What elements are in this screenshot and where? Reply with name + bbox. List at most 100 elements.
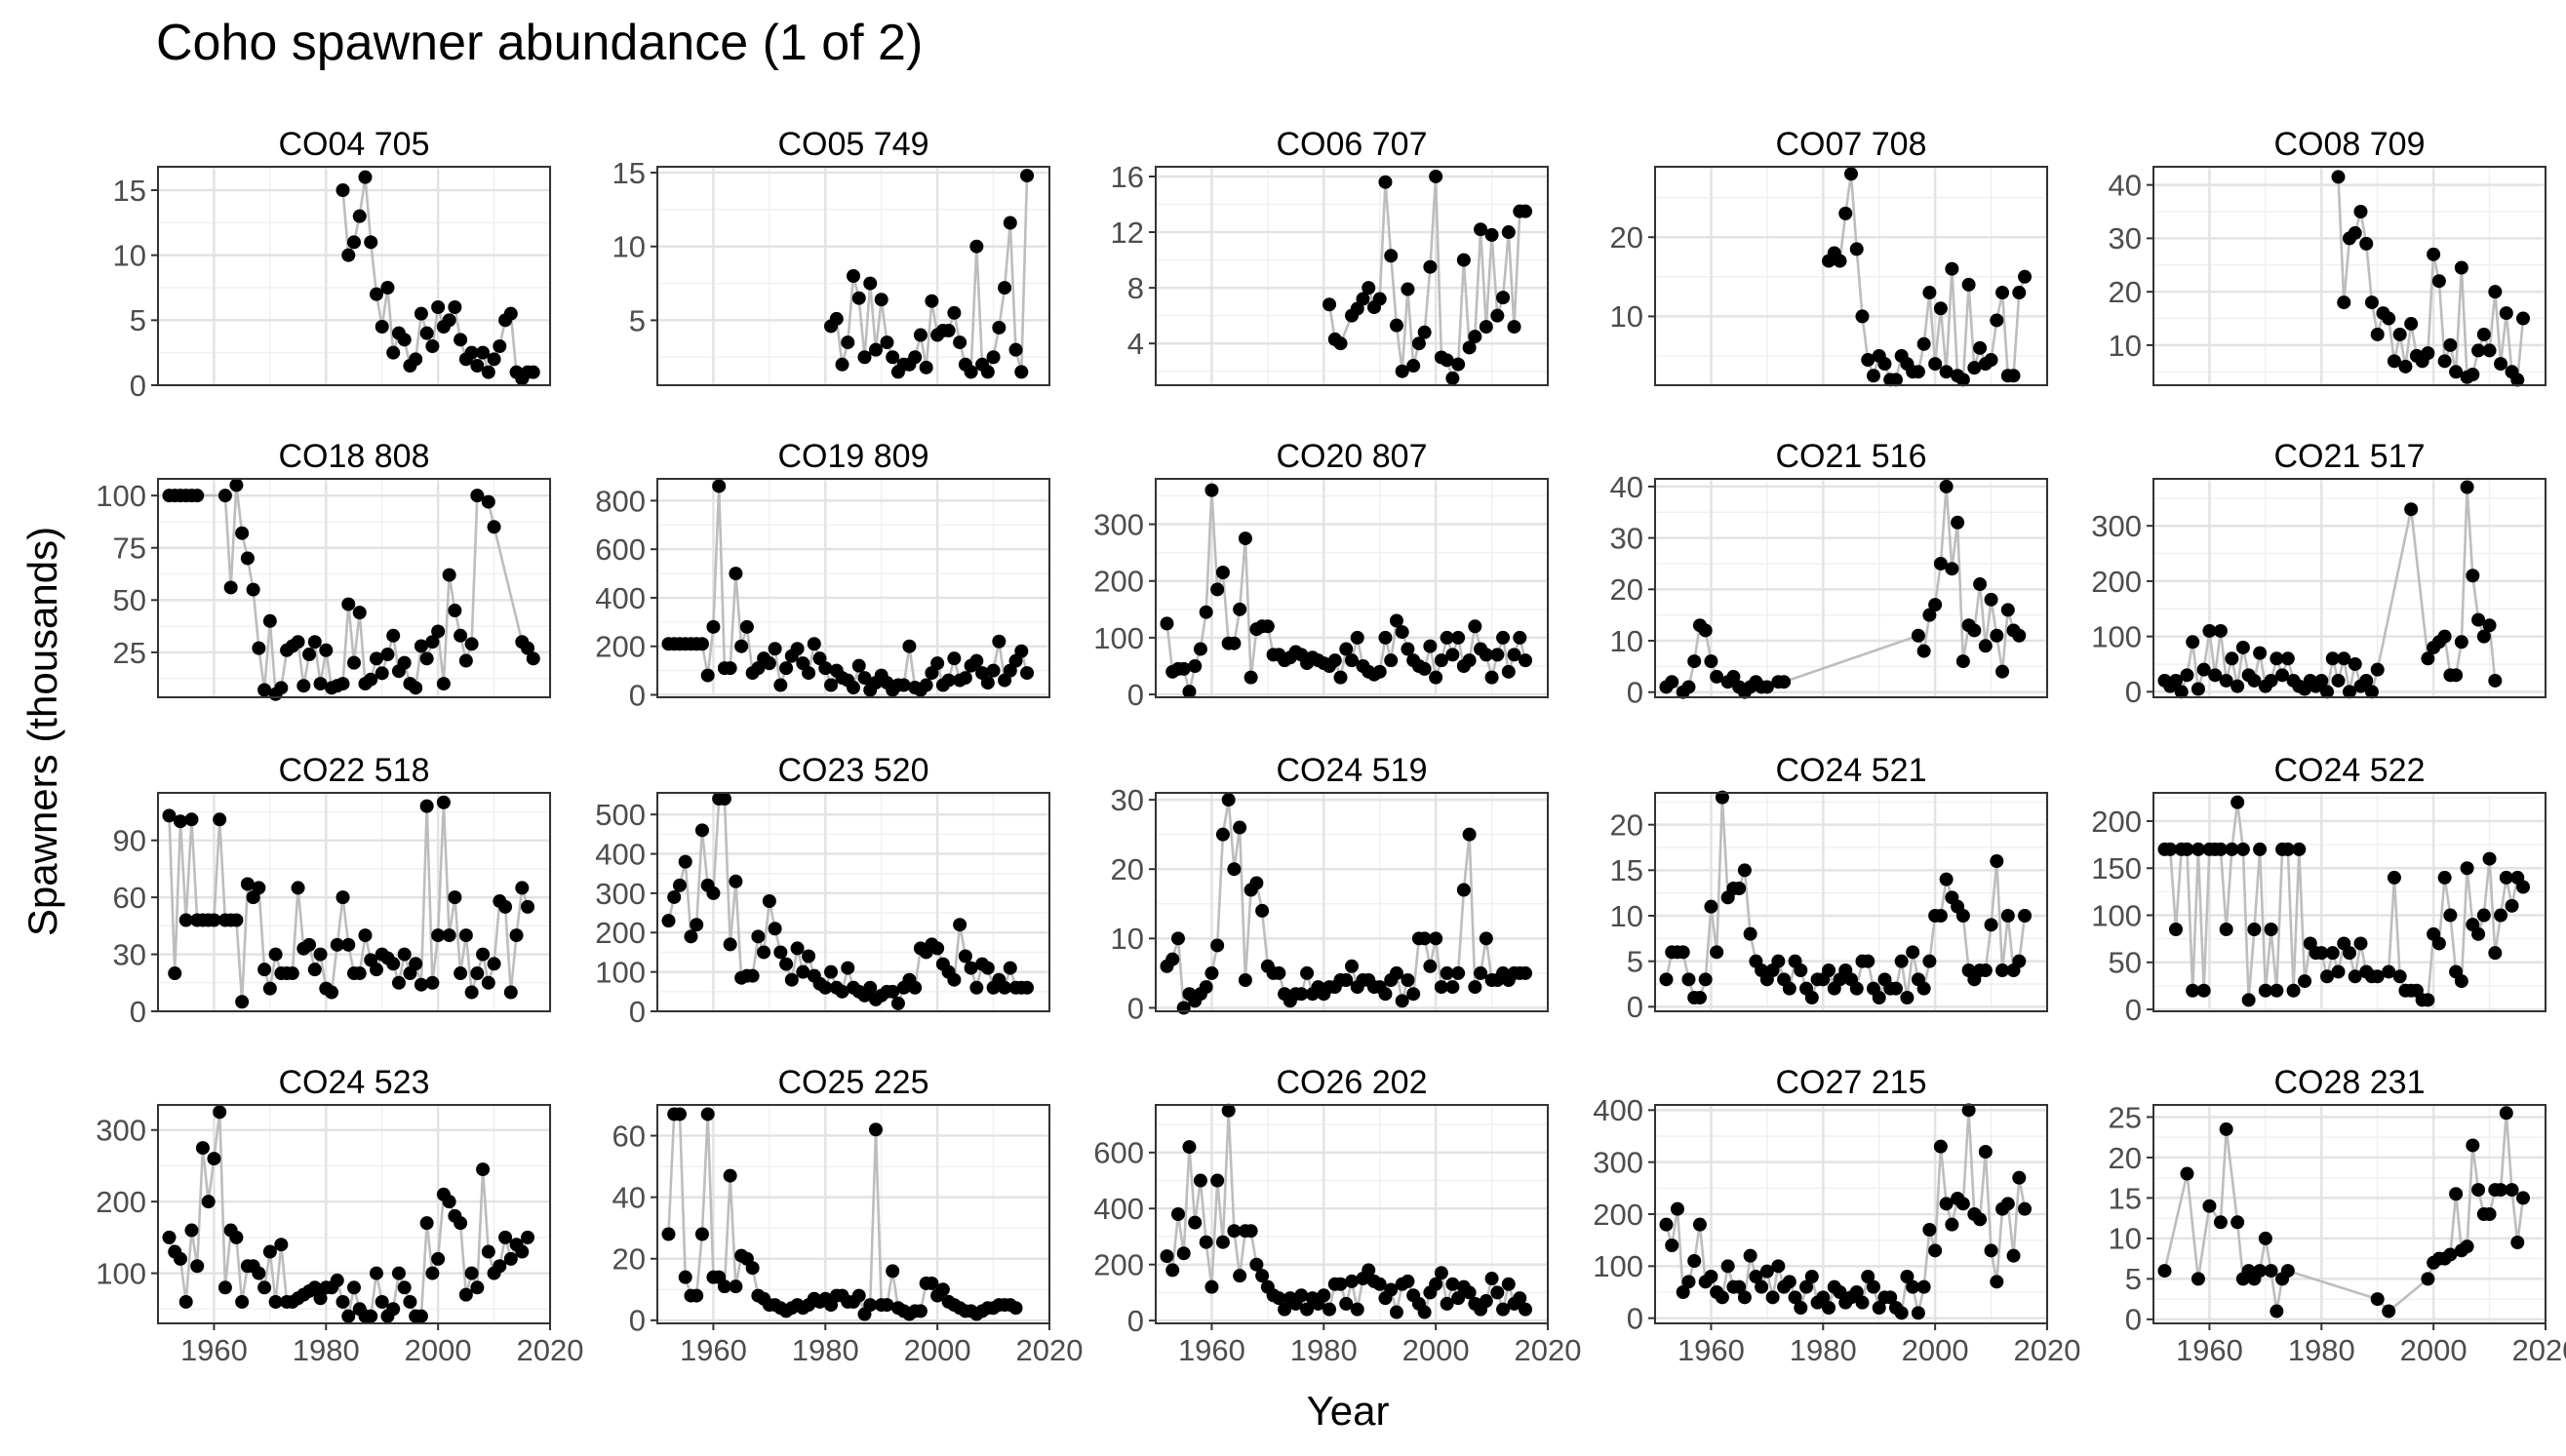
data-point	[2168, 923, 2183, 936]
data-point	[980, 365, 995, 379]
y-tick-label: 10	[1610, 299, 1643, 334]
data-point	[369, 1266, 383, 1280]
data-point	[1327, 653, 1342, 668]
data-point	[1440, 1296, 1454, 1311]
y-tick-label: 20	[1111, 852, 1144, 886]
data-point	[1160, 1249, 1174, 1264]
data-point	[2314, 673, 2329, 688]
data-point	[1008, 342, 1023, 357]
data-point	[824, 678, 839, 692]
data-point	[919, 360, 933, 374]
data-point	[1866, 369, 1880, 383]
data-point	[178, 1294, 193, 1309]
y-tick-label: 90	[113, 824, 146, 858]
data-point	[1759, 1264, 1774, 1279]
panel-co22-518: CO22 518 0 30 60 90	[113, 752, 552, 1029]
data-point	[2364, 685, 2379, 699]
data-point	[2454, 974, 2468, 989]
data-point	[1659, 1217, 1674, 1232]
data-point	[2018, 1201, 2033, 1216]
data-point	[336, 677, 350, 691]
data-point	[1990, 628, 2004, 643]
panel-title: CO21 516	[1776, 438, 1927, 475]
data-point	[1451, 357, 1466, 372]
y-tick-label: 10	[2109, 1222, 2142, 1256]
data-point	[1496, 291, 1511, 305]
data-point	[375, 666, 389, 681]
y-tick-label: 100	[2091, 619, 2142, 653]
data-point	[1894, 1306, 1909, 1320]
data-point	[262, 1244, 277, 1259]
data-point	[436, 795, 451, 809]
y-tick-label: 10	[1610, 624, 1643, 658]
x-tick-label: 1960	[2176, 1333, 2243, 1367]
data-point	[1519, 965, 1533, 980]
data-point	[2454, 260, 2468, 275]
x-tick-label: 2000	[1902, 1333, 1969, 1367]
data-point	[409, 681, 423, 695]
data-point	[178, 913, 193, 927]
data-point	[1849, 242, 1864, 256]
data-point	[1434, 980, 1448, 995]
data-point	[509, 928, 524, 943]
data-point	[1244, 1224, 1258, 1239]
data-point	[2157, 1264, 2172, 1279]
data-point	[2510, 1236, 2525, 1250]
data-point	[2471, 1183, 2486, 1198]
data-point	[2331, 964, 2346, 979]
data-point	[1188, 659, 1203, 673]
data-point	[694, 637, 709, 651]
data-point	[1822, 1301, 1836, 1315]
data-point	[857, 350, 872, 365]
data-point	[419, 799, 434, 813]
data-point	[285, 966, 299, 981]
y-tick-label: 5	[629, 303, 646, 337]
data-point	[2320, 685, 2335, 699]
data-point	[302, 648, 317, 662]
data-point	[1356, 292, 1370, 306]
data-point	[1765, 1290, 1780, 1305]
data-point	[1704, 1270, 1718, 1283]
data-point	[690, 1288, 704, 1303]
x-tick-label: 2020	[517, 1333, 584, 1367]
data-point	[880, 1298, 894, 1313]
x-tick-label: 1960	[1678, 1333, 1745, 1367]
data-point	[1423, 639, 1438, 653]
data-point	[1395, 625, 1409, 640]
data-point	[1984, 592, 1998, 607]
data-point	[953, 335, 967, 350]
x-tick-label: 1960	[680, 1333, 747, 1367]
data-point	[2499, 870, 2513, 885]
data-point	[969, 980, 984, 995]
data-point	[886, 1264, 900, 1279]
data-point	[1233, 820, 1247, 835]
data-point	[1003, 216, 1017, 230]
data-point	[2460, 480, 2474, 494]
data-point	[1389, 965, 1403, 980]
data-point	[1221, 1103, 1236, 1118]
data-point	[1401, 642, 1415, 656]
data-point	[1710, 945, 1724, 960]
panel-title: CO06 707	[1277, 126, 1428, 163]
data-point	[2230, 1215, 2245, 1230]
y-tick-label: 20	[2109, 275, 2142, 309]
data-point	[1990, 854, 2004, 868]
data-point	[1395, 994, 1409, 1008]
data-point	[386, 1302, 401, 1317]
data-point	[1883, 1290, 1898, 1305]
data-point	[2421, 1272, 2435, 1286]
data-point	[941, 673, 956, 688]
data-point	[818, 661, 833, 676]
data-point	[1345, 959, 1359, 973]
data-point	[2213, 842, 2228, 856]
data-point	[1995, 664, 2010, 679]
data-point	[425, 339, 440, 353]
y-tick-label: 0	[629, 678, 646, 712]
data-point	[352, 209, 367, 223]
data-point	[1378, 630, 1393, 645]
data-point	[694, 823, 709, 838]
data-point	[1182, 685, 1197, 699]
data-point	[493, 1259, 507, 1274]
data-point	[2482, 851, 2497, 866]
data-point	[998, 281, 1012, 295]
